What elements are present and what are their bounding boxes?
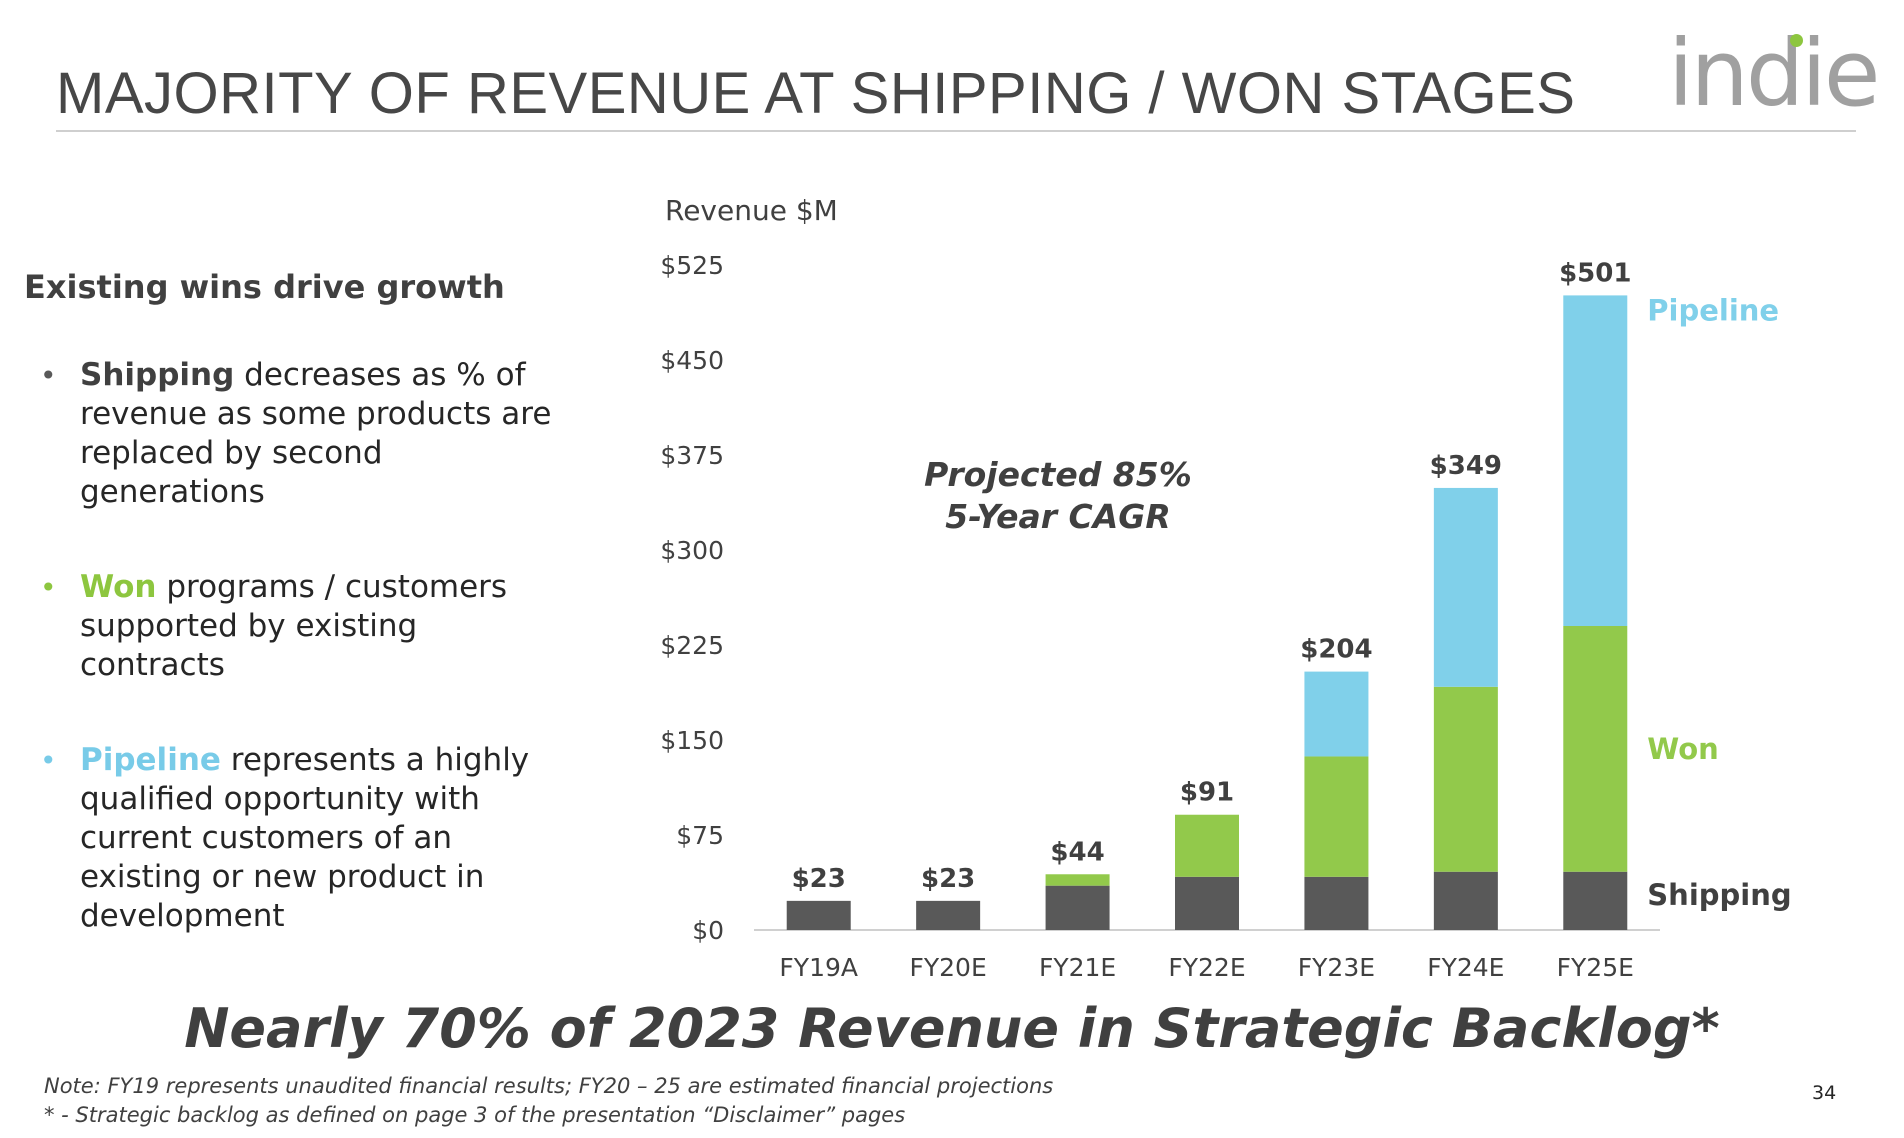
bar-total-label: $501 xyxy=(1559,258,1631,288)
bullet-pipeline: • Pipeline represents a highly qualified… xyxy=(36,741,566,936)
bullet-keyword-shipping: Shipping xyxy=(80,357,235,393)
x-tick-label: FY20E xyxy=(910,953,987,982)
page-number: 34 xyxy=(1812,1082,1837,1104)
bar-total-label: $44 xyxy=(1050,837,1104,867)
logo-dot-icon xyxy=(1790,34,1803,47)
footnote-projections: Note: FY19 represents unaudited financia… xyxy=(44,1074,1054,1098)
bullet-dot-icon: • xyxy=(40,359,57,392)
bar-won-fy23e xyxy=(1304,756,1369,877)
bar-pipeline-fy25e xyxy=(1563,295,1628,626)
bar-total-label: $23 xyxy=(921,864,975,894)
left-heading: Existing wins drive growth xyxy=(24,268,505,306)
revenue-stacked-bar-chart: Revenue $M $0 $75 $150 $225 $300 $375 $450 $525 $… xyxy=(660,194,1791,982)
bar-shipping-fy25e xyxy=(1563,871,1628,930)
bar-won-fy24e xyxy=(1433,686,1498,872)
bullet-text-pipeline: represents a highly qualified opportunit… xyxy=(80,742,530,934)
bar-total-label: $349 xyxy=(1430,451,1502,481)
y-tick-label: $0 xyxy=(692,916,724,945)
x-tick-label: FY24E xyxy=(1427,953,1504,982)
bar-shipping-fy24e xyxy=(1433,871,1498,930)
bar-won-fy22e xyxy=(1175,814,1239,877)
bullet-won: • Won programs / customers supported by … xyxy=(36,568,566,685)
bar-total-label: $91 xyxy=(1180,778,1234,808)
bullet-keyword-pipeline: Pipeline xyxy=(80,742,221,778)
x-tick-label: FY19A xyxy=(779,953,858,982)
y-tick-label: $525 xyxy=(660,251,724,280)
y-tick-label: $225 xyxy=(660,631,724,660)
bar-shipping-fy21e xyxy=(1045,885,1110,930)
legend-label-shipping: Shipping xyxy=(1647,878,1791,912)
legend-label-won: Won xyxy=(1647,732,1719,766)
bar-total-label: $204 xyxy=(1300,635,1372,665)
bullet-list: • Shipping decreases as % of revenue as … xyxy=(36,356,566,992)
bullet-text-shipping: decreases as % of revenue as some produc… xyxy=(80,357,552,510)
footnote-backlog: * - Strategic backlog as defined on page… xyxy=(44,1103,906,1127)
y-tick-label: $375 xyxy=(660,441,724,470)
x-tick-label: FY22E xyxy=(1168,953,1245,982)
x-tick-label: FY21E xyxy=(1039,953,1116,982)
bullet-text-won: programs / customers supported by existi… xyxy=(80,569,508,683)
y-tick-label: $150 xyxy=(660,726,724,755)
bullet-keyword-won: Won xyxy=(80,569,157,605)
bullet-dot-icon: • xyxy=(40,744,57,777)
cagr-annotation-line: Projected 85% xyxy=(924,455,1192,494)
bullet-dot-icon: • xyxy=(40,571,57,604)
bar-pipeline-fy23e xyxy=(1304,671,1369,757)
legend-label-pipeline: Pipeline xyxy=(1647,294,1779,328)
y-axis-title: Revenue $M xyxy=(665,194,838,227)
bar-shipping-fy20e xyxy=(916,900,981,930)
indie-logo: indie xyxy=(1668,20,1880,127)
cagr-annotation-line: 5-Year CAGR xyxy=(945,497,1171,536)
slide-title: MAJORITY OF REVENUE AT SHIPPING / WON ST… xyxy=(56,61,1576,126)
bar-shipping-fy19a xyxy=(786,900,851,930)
bar-won-fy21e xyxy=(1045,874,1110,886)
x-tick-label: FY25E xyxy=(1557,953,1634,982)
bullet-shipping: • Shipping decreases as % of revenue as … xyxy=(36,356,566,512)
tagline: Nearly 70% of 2023 Revenue in Strategic … xyxy=(184,997,1720,1060)
bar-shipping-fy22e xyxy=(1175,876,1239,930)
bar-shipping-fy23e xyxy=(1304,876,1369,930)
x-tick-label: FY23E xyxy=(1298,953,1375,982)
bar-total-label: $23 xyxy=(792,864,846,894)
footnotes: Note: FY19 represents unaudited financia… xyxy=(44,1072,1053,1130)
bar-won-fy25e xyxy=(1563,626,1628,872)
bar-pipeline-fy24e xyxy=(1433,487,1498,687)
y-tick-label: $300 xyxy=(660,536,724,565)
y-tick-label: $75 xyxy=(676,821,724,850)
y-tick-label: $450 xyxy=(660,346,724,375)
title-divider xyxy=(56,130,1856,132)
